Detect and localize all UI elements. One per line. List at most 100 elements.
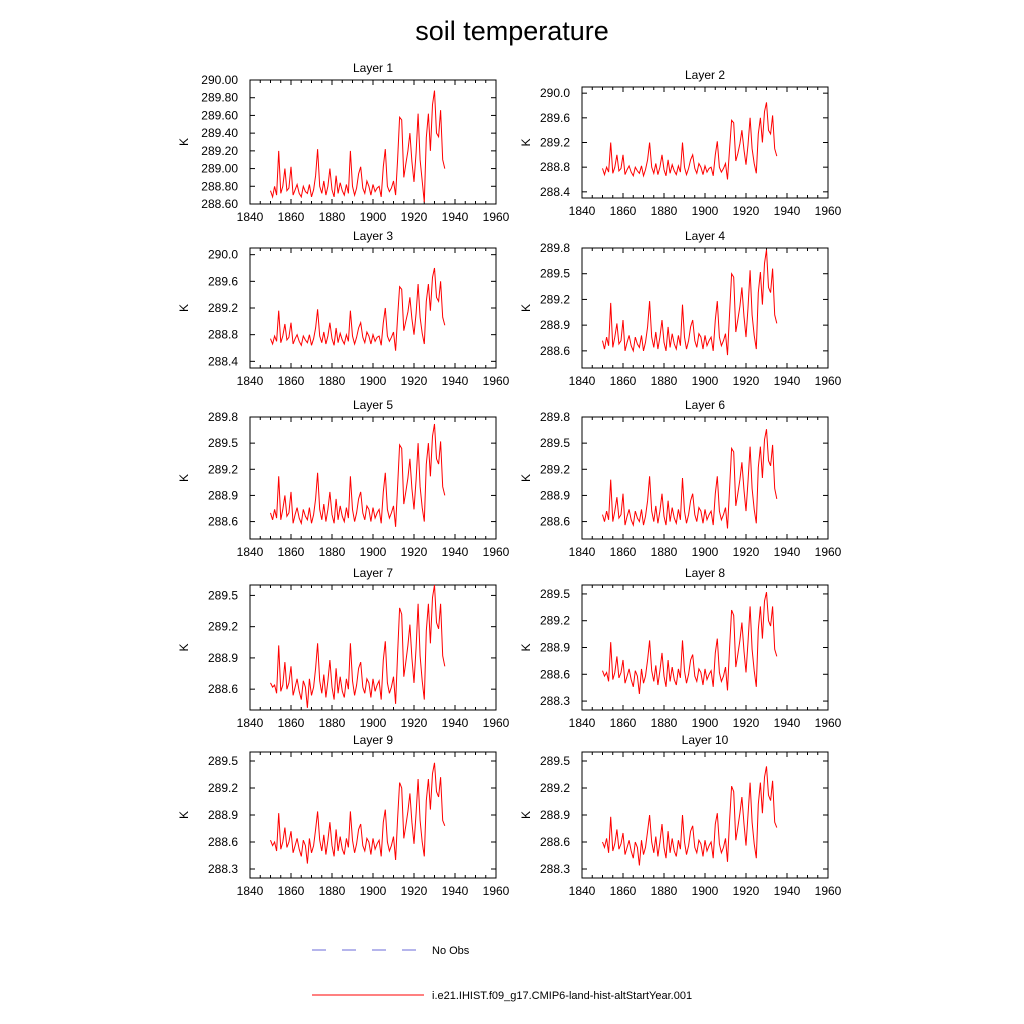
y-tick-label: 289.6 (540, 111, 570, 125)
y-axis-label: K (519, 304, 533, 312)
x-tick-label: 1860 (610, 204, 637, 218)
plot-frame (249, 416, 497, 540)
y-tick-label: 289.5 (540, 267, 570, 281)
x-tick-label: 1960 (815, 204, 842, 218)
legend-label-model: i.e21.IHIST.f09_g17.CMIP6-land-hist-altS… (432, 990, 692, 1002)
y-tick-label: 289.60 (201, 108, 238, 122)
y-tick-label: 288.3 (540, 694, 570, 708)
panel-title: Layer 10 (682, 733, 729, 747)
y-axis-label: K (519, 138, 533, 146)
panel-layer-9: Layer 9 1840 1860 1880 1900 1920 1940 1960 288.3… (177, 733, 510, 898)
x-tick-label: 1920 (733, 545, 760, 559)
x-tick-label: 1860 (278, 884, 305, 898)
x-tick-label: 1840 (237, 545, 264, 559)
x-tick-label: 1860 (610, 884, 637, 898)
y-tick-label: 289.8 (540, 410, 570, 424)
series-line (602, 591, 778, 694)
x-tick-label: 1840 (569, 716, 596, 730)
y-tick-label: 289.2 (208, 620, 238, 634)
y-axis-label: K (519, 474, 533, 482)
y-tick-label: 288.9 (540, 808, 570, 822)
x-tick-label: 1940 (774, 884, 801, 898)
y-tick-label: 289.00 (201, 162, 238, 176)
plot-frame (581, 247, 829, 369)
y-tick-label: 289.2 (540, 781, 570, 795)
x-tick-label: 1940 (774, 204, 801, 218)
x-tick-label: 1880 (651, 884, 678, 898)
panel-layer-7: Layer 7 1840 1860 1880 1900 1920 1940 1960 288.6… (177, 566, 510, 730)
x-tick-label: 1860 (278, 716, 305, 730)
x-tick-label: 1900 (692, 374, 719, 388)
x-tick-label: 1900 (360, 884, 387, 898)
panels-container: Layer 1 1840 1860 1880 1900 1920 1940 1960 288.6… (177, 61, 842, 898)
series-line (270, 762, 446, 864)
x-tick-label: 1900 (692, 204, 719, 218)
x-tick-label: 1900 (692, 545, 719, 559)
x-tick-label: 1840 (569, 374, 596, 388)
x-tick-label: 1860 (278, 545, 305, 559)
panel-title: Layer 4 (685, 229, 725, 243)
y-tick-label: 288.3 (208, 862, 238, 876)
x-tick-label: 1960 (815, 374, 842, 388)
x-tick-label: 1920 (733, 204, 760, 218)
y-axis-label: K (177, 138, 191, 146)
x-tick-label: 1900 (692, 716, 719, 730)
x-tick-label: 1860 (610, 374, 637, 388)
panel-layer-10: Layer 10 1840 1860 1880 1900 1920 1940 1960 288.… (519, 733, 842, 898)
panel-title: Layer 6 (685, 398, 725, 412)
y-tick-label: 288.80 (201, 179, 238, 193)
x-tick-label: 1880 (651, 716, 678, 730)
y-tick-label: 289.5 (208, 754, 238, 768)
panel-layer-1: Layer 1 1840 1860 1880 1900 1920 1940 1960 288.6… (177, 61, 510, 224)
y-axis-label: K (177, 474, 191, 482)
x-tick-label: 1880 (651, 374, 678, 388)
x-tick-label: 1880 (319, 884, 346, 898)
y-tick-label: 289.80 (201, 91, 238, 105)
y-tick-label: 289.5 (540, 587, 570, 601)
y-tick-label: 288.4 (208, 354, 238, 368)
plot-frame (581, 751, 829, 879)
x-tick-label: 1840 (237, 210, 264, 224)
x-tick-label: 1940 (442, 545, 469, 559)
figure-title: soil temperature (415, 16, 609, 46)
y-tick-label: 288.6 (208, 682, 238, 696)
panel-title: Layer 9 (353, 733, 393, 747)
x-tick-label: 1860 (610, 716, 637, 730)
panel-layer-5: Layer 5 1840 1860 1880 1900 1920 1940 1960 288.6… (177, 398, 510, 559)
x-tick-label: 1840 (569, 204, 596, 218)
plot-frame (249, 247, 497, 369)
x-tick-label: 1880 (319, 545, 346, 559)
x-tick-label: 1940 (774, 374, 801, 388)
x-tick-label: 1920 (401, 716, 428, 730)
y-tick-label: 288.9 (208, 808, 238, 822)
x-tick-label: 1900 (360, 210, 387, 224)
x-tick-label: 1840 (237, 716, 264, 730)
x-tick-label: 1880 (651, 204, 678, 218)
x-tick-label: 1960 (483, 545, 510, 559)
y-tick-label: 288.9 (540, 488, 570, 502)
y-tick-label: 288.60 (201, 197, 238, 211)
x-tick-label: 1900 (692, 884, 719, 898)
x-tick-label: 1920 (401, 374, 428, 388)
y-tick-label: 289.8 (208, 410, 238, 424)
legend-label-no-obs: No Obs (432, 945, 470, 957)
x-tick-label: 1920 (401, 210, 428, 224)
x-tick-label: 1900 (360, 716, 387, 730)
y-tick-label: 288.8 (540, 160, 570, 174)
series-line (270, 90, 446, 203)
y-tick-label: 288.9 (540, 641, 570, 655)
y-tick-label: 289.40 (201, 126, 238, 140)
y-tick-label: 289.5 (540, 754, 570, 768)
y-tick-label: 288.9 (208, 651, 238, 665)
y-tick-label: 288.6 (540, 667, 570, 681)
x-tick-label: 1840 (569, 545, 596, 559)
x-tick-label: 1940 (774, 716, 801, 730)
y-tick-label: 290.0 (540, 86, 570, 100)
y-tick-label: 289.2 (540, 614, 570, 628)
y-axis-label: K (519, 643, 533, 651)
x-tick-label: 1920 (401, 884, 428, 898)
series-line (270, 423, 446, 527)
x-tick-label: 1940 (774, 545, 801, 559)
y-tick-label: 288.9 (208, 488, 238, 502)
